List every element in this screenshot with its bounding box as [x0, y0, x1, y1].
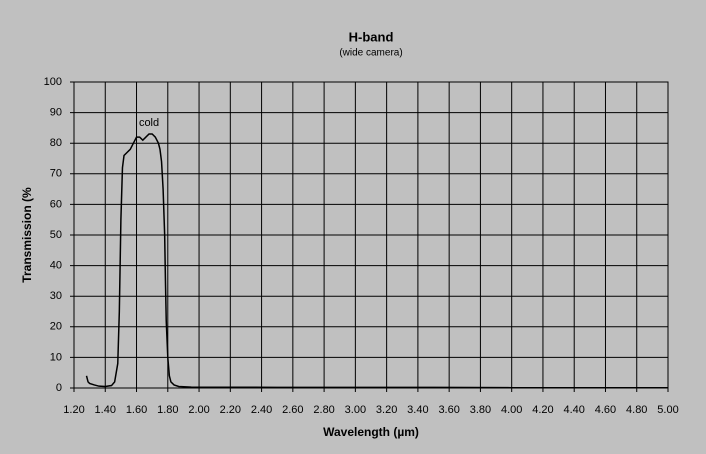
x-tick-label: 2.80 — [313, 404, 334, 416]
y-tick-label: 60 — [50, 198, 62, 210]
x-tick-label: 3.00 — [345, 404, 366, 416]
x-tick-label: 4.80 — [626, 404, 647, 416]
x-tick-label: 2.60 — [282, 404, 303, 416]
x-tick-label: 2.20 — [220, 404, 241, 416]
chart-subtitle: (wide camera) — [339, 48, 402, 59]
y-tick-label: 50 — [50, 229, 62, 241]
data-line — [85, 133, 668, 389]
x-tick-label: 1.40 — [95, 404, 116, 416]
y-tick-label: 20 — [50, 321, 62, 333]
y-tick-label: 70 — [50, 168, 62, 180]
x-tick-label: 4.40 — [563, 404, 584, 416]
x-tick-label: 4.00 — [501, 404, 522, 416]
x-tick-label: 3.60 — [438, 404, 459, 416]
y-tick-label: 0 — [56, 382, 62, 394]
y-tick-label: 100 — [44, 76, 62, 88]
y-tick-label: 80 — [50, 137, 62, 149]
annotation: cold — [139, 117, 159, 129]
x-tick-label: 3.20 — [376, 404, 397, 416]
chart-title: H-band — [349, 29, 394, 44]
y-tick-label: 10 — [50, 351, 62, 363]
y-tick-label: 30 — [50, 290, 62, 302]
x-tick-label: 1.80 — [157, 404, 178, 416]
y-tick-label: 40 — [50, 260, 62, 272]
x-tick-label: 3.40 — [407, 404, 428, 416]
x-tick-label: 1.20 — [63, 404, 84, 416]
x-tick-label: 2.40 — [251, 404, 272, 416]
y-tick-label: 90 — [50, 107, 62, 119]
x-tick-label: 2.00 — [188, 404, 209, 416]
x-tick-label: 3.80 — [470, 404, 491, 416]
x-axis-label: Wavelength (µm) — [323, 425, 419, 439]
x-tick-label: 4.60 — [595, 404, 616, 416]
y-axis-label: Transmission (% — [20, 187, 34, 283]
x-tick-label: 1.60 — [126, 404, 147, 416]
x-tick-label: 5.00 — [657, 404, 678, 416]
x-tick-label: 4.20 — [532, 404, 553, 416]
